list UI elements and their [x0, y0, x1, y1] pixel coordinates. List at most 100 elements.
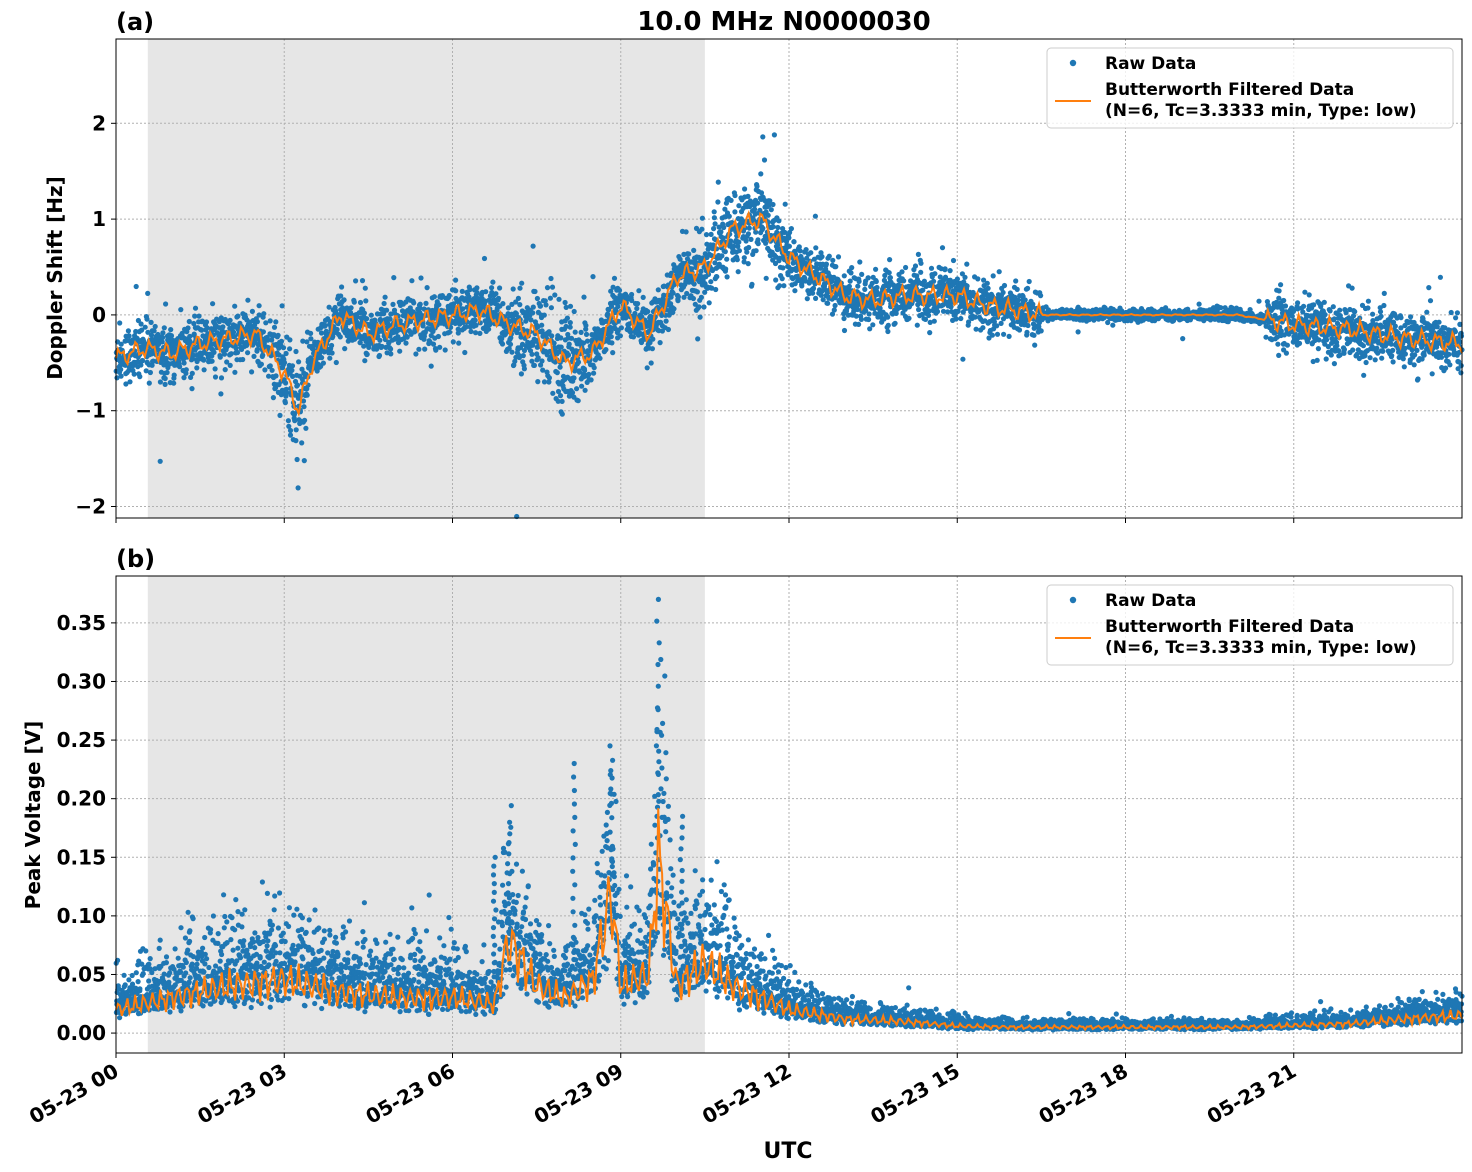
- raw-data-point: [517, 285, 523, 291]
- raw-data-point: [529, 351, 535, 357]
- raw-data-point: [422, 346, 428, 352]
- raw-data-point: [572, 329, 578, 335]
- raw-data-point: [906, 315, 912, 321]
- raw-data-point: [691, 247, 697, 253]
- raw-data-point: [322, 322, 328, 329]
- raw-data-point: [295, 485, 301, 491]
- raw-data-point: [1032, 342, 1038, 348]
- raw-data-point: [690, 295, 697, 302]
- raw-data-point: [435, 333, 441, 340]
- raw-data-point: [813, 245, 819, 251]
- raw-data-point: [715, 199, 721, 205]
- raw-data-point: [711, 209, 717, 215]
- raw-data-point: [761, 157, 768, 163]
- raw-data-point: [521, 347, 528, 354]
- raw-data-point: [249, 369, 255, 375]
- raw-data-point: [887, 275, 894, 281]
- raw-data-point: [418, 275, 424, 281]
- raw-data-point: [950, 257, 957, 264]
- raw-data-point: [391, 275, 397, 281]
- raw-data-point: [728, 197, 734, 203]
- raw-data-point: [1006, 333, 1012, 339]
- raw-data-point: [519, 280, 525, 286]
- raw-data-point: [939, 245, 946, 251]
- raw-data-point: [734, 257, 740, 263]
- raw-data-point: [143, 368, 149, 374]
- raw-data-point: [416, 346, 422, 352]
- raw-data-point: [299, 440, 305, 446]
- raw-data-point: [1276, 352, 1282, 358]
- raw-data-point: [1296, 340, 1303, 346]
- raw-data-point: [381, 311, 387, 317]
- raw-data-point: [749, 281, 755, 287]
- raw-data-point: [1334, 343, 1340, 349]
- raw-data-point: [1314, 357, 1320, 363]
- raw-data-point: [348, 305, 354, 311]
- raw-data-point: [648, 360, 654, 366]
- raw-data-point: [1311, 302, 1317, 308]
- raw-data-point: [217, 354, 223, 360]
- raw-data-point: [841, 327, 848, 334]
- raw-data-point: [403, 340, 409, 346]
- raw-data-point: [760, 134, 766, 140]
- raw-data-point: [723, 266, 729, 272]
- raw-data-point: [515, 295, 522, 301]
- raw-data-point: [286, 423, 292, 429]
- raw-data-point: [541, 312, 547, 318]
- raw-data-point: [304, 339, 310, 345]
- raw-data-point: [927, 330, 933, 336]
- raw-data-point: [744, 249, 750, 255]
- raw-data-point: [144, 316, 150, 322]
- raw-data-point: [960, 356, 966, 362]
- raw-data-point: [557, 364, 563, 370]
- raw-data-point: [571, 375, 577, 381]
- raw-data-point: [273, 319, 279, 325]
- raw-data-point: [726, 213, 732, 219]
- raw-data-point: [776, 218, 782, 224]
- raw-data-point: [329, 350, 335, 356]
- raw-data-point: [990, 273, 996, 279]
- raw-data-point: [708, 231, 714, 237]
- raw-data-point: [283, 350, 289, 357]
- raw-data-point: [1302, 289, 1308, 295]
- raw-data-point: [490, 279, 496, 285]
- raw-data-point: [547, 295, 554, 301]
- raw-data-point: [530, 243, 536, 249]
- raw-data-point: [1322, 312, 1328, 318]
- raw-data-point: [539, 358, 545, 364]
- raw-data-point: [159, 339, 165, 345]
- raw-data-point: [146, 380, 152, 386]
- raw-data-point: [283, 380, 289, 386]
- raw-data-point: [1038, 328, 1044, 334]
- raw-data-point: [537, 303, 544, 309]
- raw-data-point: [650, 336, 656, 342]
- raw-data-point: [558, 335, 564, 341]
- raw-data-point: [148, 319, 154, 325]
- raw-data-point: [953, 316, 959, 322]
- raw-data-point: [290, 373, 296, 379]
- raw-data-point: [177, 364, 183, 370]
- raw-data-point: [472, 317, 478, 323]
- raw-data-point: [194, 365, 200, 371]
- raw-data-point: [813, 295, 819, 301]
- raw-data-point: [326, 304, 332, 310]
- raw-data-point: [181, 375, 187, 381]
- raw-data-point: [477, 330, 483, 336]
- raw-data-point: [366, 344, 372, 350]
- raw-data-point: [755, 241, 761, 247]
- raw-data-point: [649, 346, 656, 352]
- raw-data-point: [530, 310, 536, 316]
- raw-data-point: [975, 276, 981, 282]
- raw-data-point: [521, 366, 528, 372]
- raw-data-point: [1026, 278, 1032, 285]
- raw-data-point: [260, 352, 266, 358]
- raw-data-point: [698, 294, 705, 300]
- raw-data-point: [183, 367, 189, 373]
- raw-data-point: [697, 314, 703, 320]
- raw-data-point: [118, 341, 124, 347]
- raw-data-point: [942, 266, 948, 272]
- raw-data-point: [724, 274, 730, 280]
- raw-data-point: [903, 264, 909, 271]
- raw-data-point: [294, 382, 301, 388]
